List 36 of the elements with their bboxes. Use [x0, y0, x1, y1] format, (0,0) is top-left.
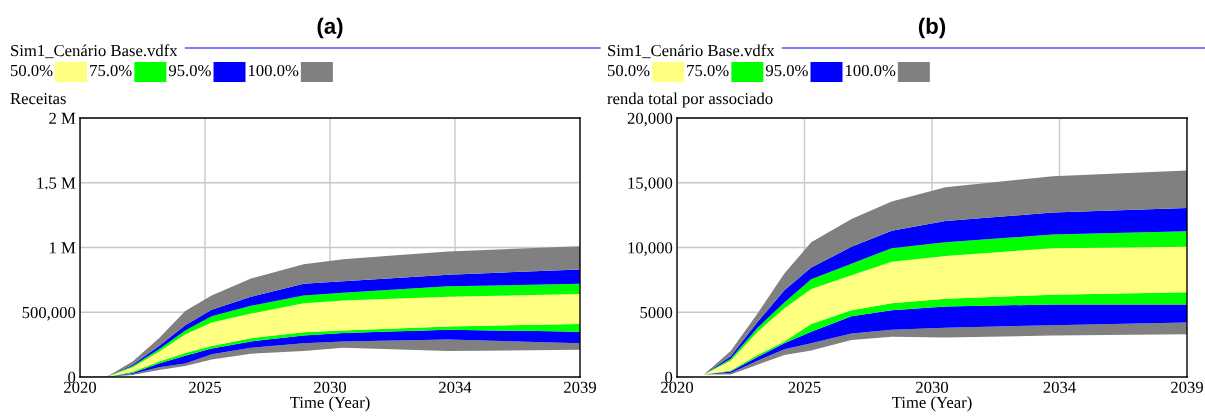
- legend-label: 100.0%: [845, 64, 896, 77]
- y-tick-label: 10,000: [628, 242, 673, 256]
- chart-title: (b): [918, 17, 946, 39]
- legend-title: Sim1_Cenário Base.vdfx: [11, 44, 178, 59]
- y-tick-label: 0: [665, 371, 673, 383]
- x-tick-label: 2030: [916, 381, 949, 393]
- y-tick-label: 0: [68, 371, 76, 383]
- x-tick-label: 2020: [661, 381, 694, 393]
- y-axis-title: Receitas: [10, 92, 66, 105]
- legend-label: 95.0%: [168, 64, 211, 77]
- x-axis-title: Time (Year): [892, 396, 972, 412]
- legend-label: 50.0%: [607, 64, 650, 77]
- x-tick-label: 2025: [788, 381, 821, 393]
- y-axis-title: renda total por associado: [607, 92, 773, 108]
- x-tick-label: 2039: [1171, 381, 1203, 393]
- legend-label: 50.0%: [10, 64, 53, 77]
- x-tick-label: 2030: [314, 381, 347, 393]
- x-tick-label: 2034: [1043, 381, 1076, 393]
- x-tick-label: 2020: [64, 381, 97, 393]
- legend-label: 75.0%: [90, 64, 132, 77]
- y-tick-label: 500,000: [22, 306, 76, 321]
- legend-title: Sim1_Cenário Base.vdfx: [608, 44, 775, 59]
- y-tick-label: 5000: [640, 306, 673, 319]
- x-axis-title: Time (Year): [290, 396, 370, 412]
- x-tick-label: 2039: [564, 381, 596, 393]
- y-tick-label: 20,000: [627, 112, 673, 127]
- legend-label: 95.0%: [765, 64, 808, 77]
- x-tick-label: 2034: [439, 381, 472, 393]
- y-tick-label: 1.5 M: [37, 177, 76, 189]
- legend-label: 100.0%: [248, 64, 299, 77]
- y-tick-label: 2 M: [49, 112, 76, 124]
- legend-label: 75.0%: [687, 64, 729, 77]
- chart-title: (a): [317, 17, 343, 39]
- y-tick-label: 15,000: [628, 177, 673, 192]
- y-tick-label: 1 M: [49, 242, 76, 254]
- x-tick-label: 2025: [189, 381, 222, 393]
